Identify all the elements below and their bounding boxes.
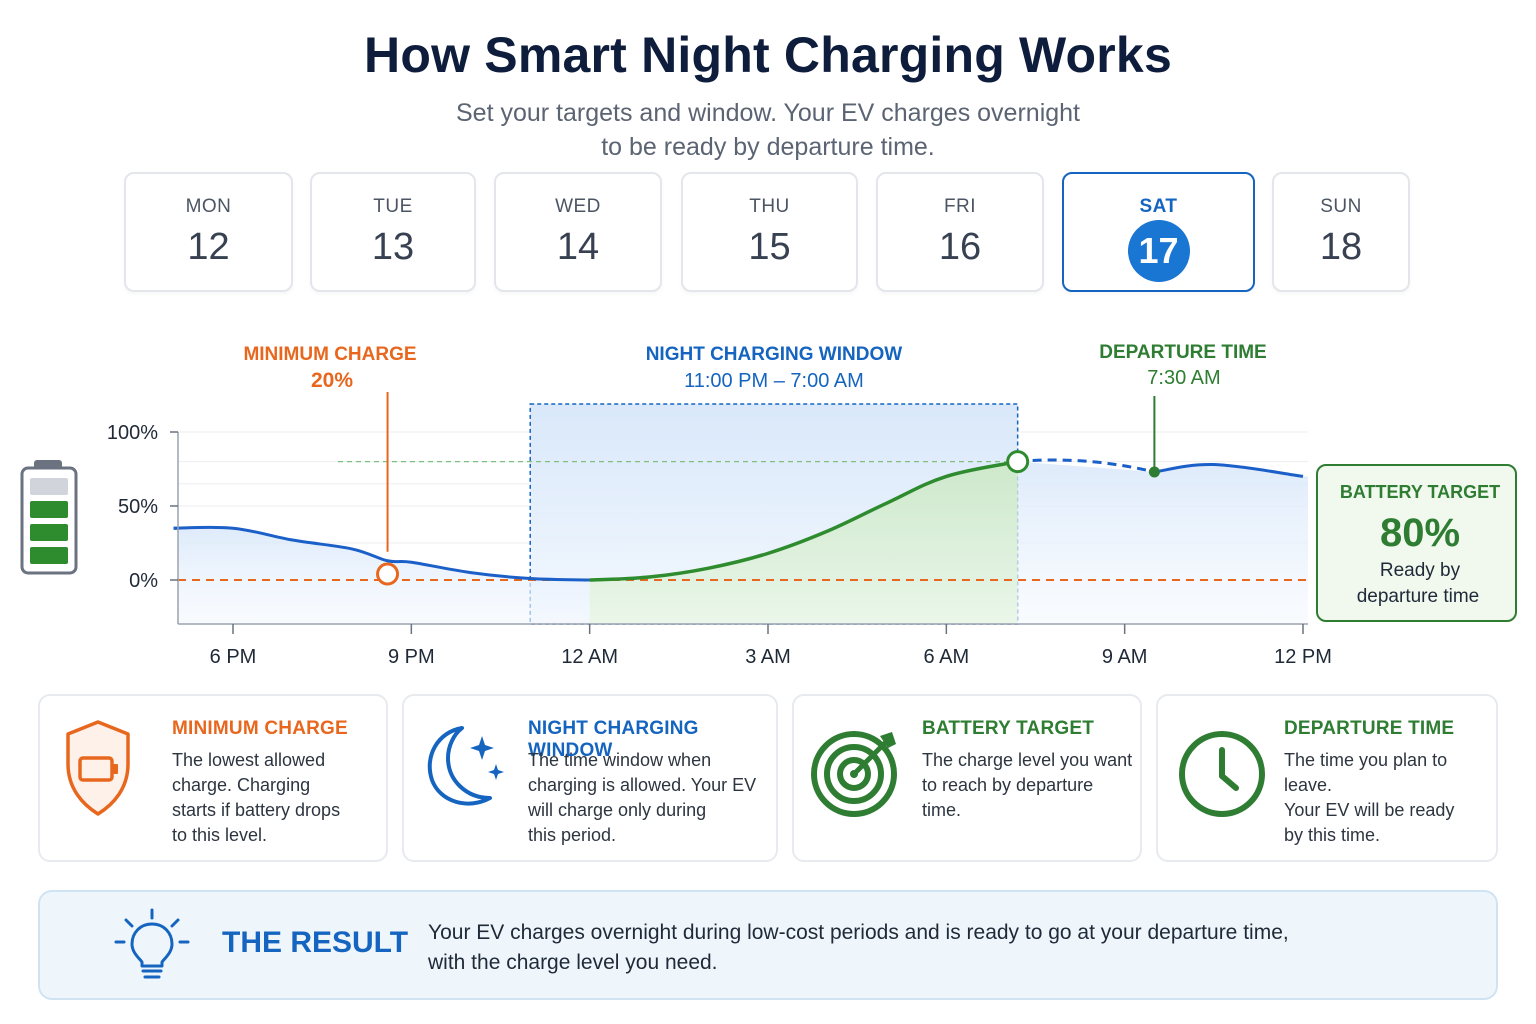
departure-time-label: DEPARTURE TIME bbox=[1099, 342, 1266, 363]
subtitle-line-1: Set your targets and window. Your EV cha… bbox=[456, 99, 1080, 127]
result-title: THE RESULT bbox=[222, 926, 409, 959]
target-icon bbox=[811, 731, 897, 817]
minimum-charge-label: MINIMUM CHARGE bbox=[243, 344, 416, 365]
day-selector: MON 12 TUE 13 WED 14 THU 15 FRI 16 SAT 1… bbox=[0, 0, 1536, 300]
day-name: SAT bbox=[1139, 196, 1178, 217]
card-text: The time you plan to leave. Your EV will… bbox=[1284, 748, 1496, 848]
day-name: THU bbox=[749, 196, 790, 217]
x-tick-label: 6 PM bbox=[210, 646, 257, 668]
card-text-line: charge. Charging bbox=[172, 775, 311, 795]
day-number-selected: 17 bbox=[1127, 220, 1190, 282]
battery-line-before bbox=[173, 525, 590, 582]
card-text-line: starts if battery drops bbox=[172, 800, 341, 820]
day-tab-sun[interactable]: SUN 18 bbox=[1272, 172, 1410, 292]
card-text-line: The lowest allowed bbox=[172, 750, 326, 770]
day-number: 15 bbox=[748, 226, 791, 268]
x-tick-label: 6 AM bbox=[924, 646, 970, 668]
day-tab-tue[interactable]: TUE 13 bbox=[310, 172, 476, 292]
card-night-window: NIGHT CHARGING WINDOW The time window wh… bbox=[402, 694, 778, 862]
subtitle-line-2: to be ready by departure time. bbox=[601, 133, 935, 161]
day-tab-mon[interactable]: MON 12 bbox=[124, 172, 293, 292]
card-title: BATTERY TARGET bbox=[922, 718, 1095, 739]
battery-target-value: 80% bbox=[1380, 511, 1460, 555]
night-window-range: 11:00 PM – 7:00 AM bbox=[684, 370, 864, 392]
x-tick-label: 9 AM bbox=[1102, 646, 1148, 668]
card-title: NIGHT CHARGING WINDOW bbox=[528, 718, 699, 761]
minimum-charge-value: 20% bbox=[311, 369, 353, 392]
card-text-line: to this level. bbox=[172, 825, 268, 845]
charging-line bbox=[589, 459, 1019, 582]
y-tick-label: 0% bbox=[129, 570, 158, 592]
day-tab-wed[interactable]: WED 14 bbox=[494, 172, 662, 292]
day-tab-fri[interactable]: FRI 16 bbox=[876, 172, 1044, 292]
minimum-charge-marker bbox=[376, 562, 400, 586]
card-text-line: to reach by departure bbox=[922, 775, 1094, 795]
card-text: The charge level you want to reach by de… bbox=[922, 748, 1132, 823]
clock-icon bbox=[1179, 731, 1265, 817]
battery-target-box: BATTERY TARGET 80% Ready by departure ti… bbox=[1316, 464, 1517, 622]
card-text-line: by this time. bbox=[1284, 825, 1381, 845]
page-subtitle: Set your targets and window. Your EV cha… bbox=[368, 96, 1168, 164]
day-name: TUE bbox=[373, 196, 413, 217]
page-title: How Smart Night Charging Works bbox=[364, 27, 1172, 83]
x-tick-label: 3 AM bbox=[745, 646, 791, 668]
day-number: 13 bbox=[371, 226, 415, 268]
night-window-label: NIGHT CHARGING WINDOW bbox=[646, 344, 903, 365]
card-text-line: will charge only during bbox=[528, 800, 707, 820]
card-text-line: Your EV will be ready bbox=[1284, 800, 1455, 820]
day-number: 14 bbox=[556, 226, 600, 268]
battery-area-after bbox=[1017, 461, 1308, 624]
lightbulb-icon bbox=[114, 908, 190, 979]
card-text-line: time. bbox=[922, 800, 962, 820]
result-banner: THE RESULT Your EV charges overnight dur… bbox=[38, 890, 1498, 1000]
card-text-line: charging is allowed. Your EV bbox=[528, 775, 757, 795]
departure-time-value: 7:30 AM bbox=[1147, 367, 1220, 389]
result-text-line-1: Your EV charges overnight during low-cos… bbox=[428, 921, 1289, 944]
y-tick-label: 50% bbox=[118, 496, 158, 518]
y-tick-label: 100% bbox=[107, 422, 158, 444]
card-text-line: The time window when bbox=[528, 750, 712, 770]
battery-target-title: BATTERY TARGET bbox=[1340, 482, 1500, 502]
card-minimum-charge: MINIMUM CHARGE The lowest allowed charge… bbox=[38, 694, 388, 862]
charging-area bbox=[589, 461, 1018, 624]
day-number: 12 bbox=[187, 226, 230, 268]
moon-stars-icon bbox=[427, 726, 504, 806]
shield-battery-icon bbox=[66, 720, 130, 816]
day-number: 18 bbox=[1319, 226, 1363, 268]
card-departure-time: DEPARTURE TIME The time you plan to leav… bbox=[1156, 694, 1498, 862]
card-battery-target: BATTERY TARGET The charge level you want… bbox=[792, 694, 1142, 862]
card-text-line: this period. bbox=[528, 825, 617, 845]
x-tick-label: 9 PM bbox=[388, 646, 435, 668]
battery-target-line-2: departure time bbox=[1357, 586, 1480, 607]
card-text-line: The charge level you want bbox=[922, 750, 1133, 770]
x-tick-label: 12 AM bbox=[561, 646, 618, 668]
card-title: MINIMUM CHARGE bbox=[172, 718, 348, 739]
departure-marker bbox=[1148, 466, 1160, 478]
card-title: DEPARTURE TIME bbox=[1284, 718, 1455, 739]
card-text: The time window when charging is allowed… bbox=[528, 748, 756, 848]
day-name: MON bbox=[185, 196, 232, 217]
charging-chart: 100%50%0%6 PM 9 PM 12 AM 3 AM 6 AM 9 AM 12 PM … bbox=[20, 342, 1517, 668]
battery-line-after bbox=[1154, 463, 1304, 478]
result-text-line-2: with the charge level you need. bbox=[428, 951, 718, 974]
target-reached-marker bbox=[1006, 450, 1030, 474]
x-tick-label: 12 PM bbox=[1274, 646, 1332, 668]
day-name: FRI bbox=[943, 196, 977, 217]
card-text: The lowest allowed charge. Charging star… bbox=[172, 748, 340, 848]
day-number: 16 bbox=[938, 226, 982, 268]
battery-target-line-1: Ready by bbox=[1380, 560, 1461, 581]
day-tab-sat[interactable]: SAT 17 bbox=[1062, 172, 1255, 292]
day-tab-thu[interactable]: THU 15 bbox=[681, 172, 858, 292]
day-name: SUN bbox=[1320, 196, 1362, 217]
battery-icon bbox=[20, 460, 78, 575]
result-text: Your EV charges overnight during low-cos… bbox=[428, 918, 1428, 978]
card-text-line: The time you plan to leave. bbox=[1284, 750, 1448, 795]
hold-line bbox=[1017, 458, 1155, 474]
day-name: WED bbox=[555, 196, 601, 217]
